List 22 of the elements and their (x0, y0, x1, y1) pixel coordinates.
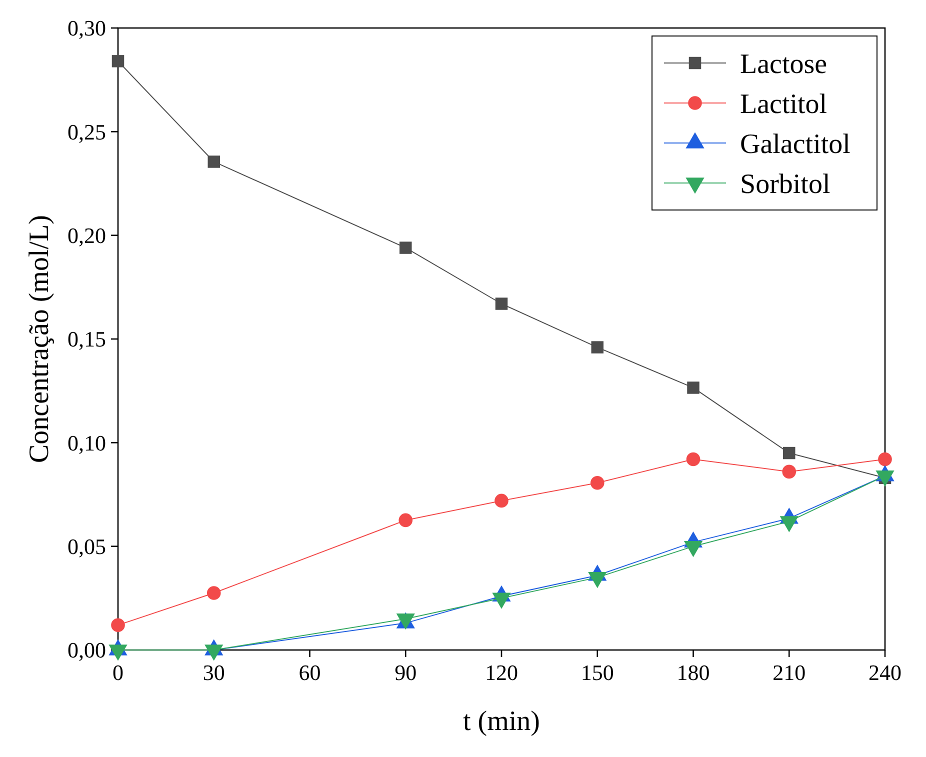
x-tick-label: 240 (868, 660, 902, 685)
legend-label: Lactitol (740, 88, 828, 120)
x-tick-label: 180 (676, 660, 710, 685)
x-axis-title: t (min) (463, 706, 540, 737)
y-axis-title: Concentração (mol/L) (24, 214, 55, 464)
y-tick-label: 0,10 (68, 430, 106, 456)
y-tick-label: 0,15 (68, 326, 106, 352)
x-tick-label: 0 (112, 660, 124, 685)
x-tick-label: 210 (772, 660, 806, 685)
legend-label: Sorbitol (740, 168, 830, 200)
y-tick-label: 0,30 (68, 16, 106, 41)
x-tick-label: 30 (202, 660, 225, 685)
x-tick-label: 60 (298, 660, 321, 685)
legend-label: Lactose (740, 48, 828, 80)
legend-label: Galactitol (740, 128, 851, 160)
y-tick-label: 0,00 (68, 638, 106, 663)
y-tick-label: 0,20 (68, 223, 106, 248)
y-tick-label: 0,25 (68, 119, 106, 144)
x-tick-label: 90 (394, 660, 417, 685)
y-tick-label: 0,05 (68, 534, 106, 560)
x-tick-label: 120 (485, 660, 518, 685)
x-tick-label: 150 (580, 660, 614, 685)
